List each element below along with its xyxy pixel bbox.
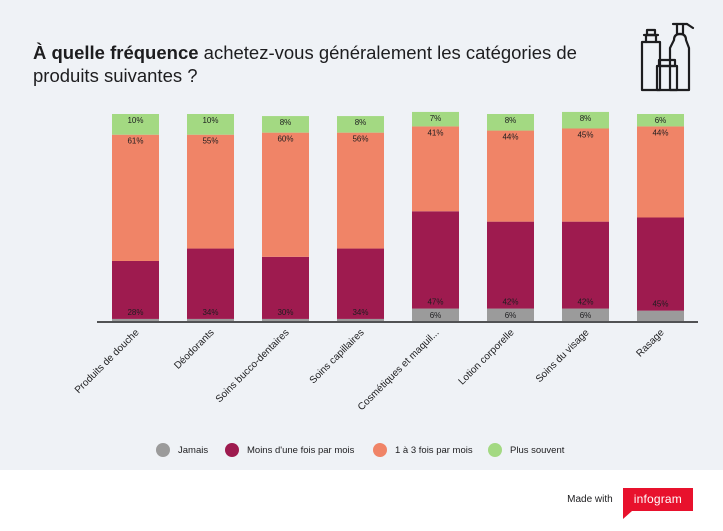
bar-label-lotion-corporelle-jamais: 6% [505,311,517,320]
bar-label-deodorants-1-a-3-fois-par-mois: 55% [202,137,218,146]
bar-segment-deodorants-jamais [187,318,234,321]
legend-item-plus-souvent[interactable]: Plus souvent [488,443,564,457]
bar-label-rasage-plus-souvent: 6% [655,116,667,125]
bar-label-soins-capillaires-plus-souvent: 8% [355,118,367,127]
bar-label-cosmetiques-et-maquil-moins-d-une-fois-par-mois: 47% [427,298,443,307]
x-tick-label-soins-capillaires: Soins capillaires [308,327,367,386]
chart-title: À quelle fréquence achetez-vous générale… [33,41,613,87]
bar-segment-deodorants-plus-souvent [187,114,234,135]
bar-label-cosmetiques-et-maquil-1-a-3-fois-par-mois: 41% [427,128,443,137]
made-with-text: Made with [567,494,613,505]
bar-segment-soins-du-visage-plus-souvent [562,111,609,129]
bar-segment-lotion-corporelle-jamais [487,308,534,321]
chart-title-bold: À quelle fréquence [33,42,199,63]
bar-segment-soins-bucco-dentaires-1-a-3-fois-par-mois [262,132,309,257]
legend-dot-jamais [156,443,170,457]
legend-dot-moins-d-une-fois [225,443,239,457]
x-tick-label-rasage: Rasage [634,327,666,359]
bar-segment-cosmetiques-et-maquil-plus-souvent [412,111,459,127]
bar-label-soins-capillaires-moins-d-une-fois-par-mois: 34% [352,308,368,317]
bar-segment-produits-de-douche-moins-d-une-fois-par-mois [112,260,159,319]
bar-label-soins-bucco-dentaires-plus-souvent: 8% [280,118,292,127]
bar-segment-soins-du-visage-moins-d-une-fois-par-mois [562,221,609,309]
bar-segment-lotion-corporelle-plus-souvent [487,114,534,131]
bar-label-soins-capillaires-1-a-3-fois-par-mois: 56% [352,135,368,144]
chart-legend: Jamais Moins d'une fois par mois 1 à 3 f… [0,443,723,463]
bar-segment-lotion-corporelle-moins-d-une-fois-par-mois [487,221,534,309]
bar-segment-soins-bucco-dentaires-moins-d-une-fois-par-mois [262,256,309,319]
bar-segment-produits-de-douche-jamais [112,318,159,321]
chart-title-rest: achetez-vous généralement les catégories… [33,42,577,86]
legend-label-jamais: Jamais [178,444,209,456]
footer-branding: Made with infogram [567,488,693,519]
bar-segment-soins-du-visage-1-a-3-fois-par-mois [562,128,609,222]
infogram-logo-text: infogram [633,492,682,506]
x-tick-label-cosmetiques-et-maquil: Cosmétiques et maquil... [356,327,442,413]
bar-segment-soins-capillaires-moins-d-une-fois-par-mois [337,248,384,319]
bar-segment-rasage-jamais [637,310,684,321]
bar-label-soins-bucco-dentaires-moins-d-une-fois-par-mois: 30% [277,308,293,317]
bar-label-soins-du-visage-jamais: 6% [580,311,592,320]
infogram-logo-tail [622,511,632,519]
bar-label-produits-de-douche-1-a-3-fois-par-mois: 61% [127,137,143,146]
bar-segment-cosmetiques-et-maquil-jamais [412,308,459,321]
bar-label-rasage-moins-d-une-fois-par-mois: 45% [652,300,668,309]
legend-dot-plus-souvent [488,443,502,457]
bar-label-cosmetiques-et-maquil-jamais: 6% [430,311,442,320]
bar-label-deodorants-plus-souvent: 10% [202,116,218,125]
bar-segment-rasage-1-a-3-fois-par-mois [637,126,684,218]
bar-segment-soins-capillaires-1-a-3-fois-par-mois [337,132,384,249]
bar-label-produits-de-douche-plus-souvent: 10% [127,116,143,125]
bar-label-soins-du-visage-plus-souvent: 8% [580,114,592,123]
legend-label-plus-souvent: Plus souvent [510,444,565,456]
bar-label-cosmetiques-et-maquil-plus-souvent: 7% [430,114,442,123]
bar-label-rasage-1-a-3-fois-par-mois: 44% [652,128,668,137]
bar-segment-rasage-moins-d-une-fois-par-mois [637,217,684,311]
bar-segment-produits-de-douche-1-a-3-fois-par-mois [112,134,159,261]
legend-item-1-a-3-fois[interactable]: 1 à 3 fois par mois [373,443,473,457]
legend-label-moins-d-une-fois: Moins d'une fois par mois [247,444,355,456]
cosmetic-bottles-icon [640,22,695,92]
bar-segment-soins-bucco-dentaires-jamais [262,318,309,321]
x-tick-label-deodorants: Déodorants [172,327,216,371]
bar-segment-produits-de-douche-plus-souvent [112,114,159,135]
bar-segment-deodorants-1-a-3-fois-par-mois [187,134,234,249]
stacked-bar-chart: 28% 61% 10% Produits de douche 34% 55% 10% Déod… [73,111,698,413]
bar-segment-lotion-corporelle-1-a-3-fois-par-mois [487,130,534,222]
bar-label-soins-du-visage-1-a-3-fois-par-mois: 45% [577,130,593,139]
bar-label-produits-de-douche-moins-d-une-fois-par-mois: 28% [127,308,143,317]
legend-item-moins-d-une-fois[interactable]: Moins d'une fois par mois [225,443,354,457]
x-tick-label-lotion-corporelle: Lotion corporelle [457,327,517,387]
bar-segment-cosmetiques-et-maquil-1-a-3-fois-par-mois [412,126,459,212]
bar-label-soins-bucco-dentaires-1-a-3-fois-par-mois: 60% [277,135,293,144]
bar-label-lotion-corporelle-1-a-3-fois-par-mois: 44% [502,133,518,142]
x-tick-label-soins-du-visage: Soins du visage [534,327,592,385]
bar-label-soins-du-visage-moins-d-une-fois-par-mois: 42% [577,298,593,307]
bar-label-lotion-corporelle-moins-d-une-fois-par-mois: 42% [502,298,518,307]
legend-label-1-a-3-fois: 1 à 3 fois par mois [395,444,473,456]
legend-dot-1-a-3-fois [373,443,387,457]
x-tick-label-produits-de-douche: Produits de douche [73,327,142,396]
legend-item-jamais[interactable]: Jamais [156,443,208,457]
x-tick-label-soins-bucco-dentaires: Soins bucco-dentaires [214,327,292,405]
bar-label-deodorants-moins-d-une-fois-par-mois: 34% [202,308,218,317]
infogram-logo[interactable]: infogram [622,488,693,519]
bar-segment-soins-bucco-dentaires-plus-souvent [262,116,309,133]
bar-segment-cosmetiques-et-maquil-moins-d-une-fois-par-mois [412,211,459,309]
bar-segment-deodorants-moins-d-une-fois-par-mois [187,248,234,319]
bar-label-lotion-corporelle-plus-souvent: 8% [505,116,517,125]
bar-segment-rasage-plus-souvent [637,114,684,127]
bar-segment-soins-du-visage-jamais [562,308,609,321]
chart-card: À quelle fréquence achetez-vous générale… [0,0,723,470]
bar-segment-soins-capillaires-plus-souvent [337,116,384,133]
bar-segment-soins-capillaires-jamais [337,318,384,321]
